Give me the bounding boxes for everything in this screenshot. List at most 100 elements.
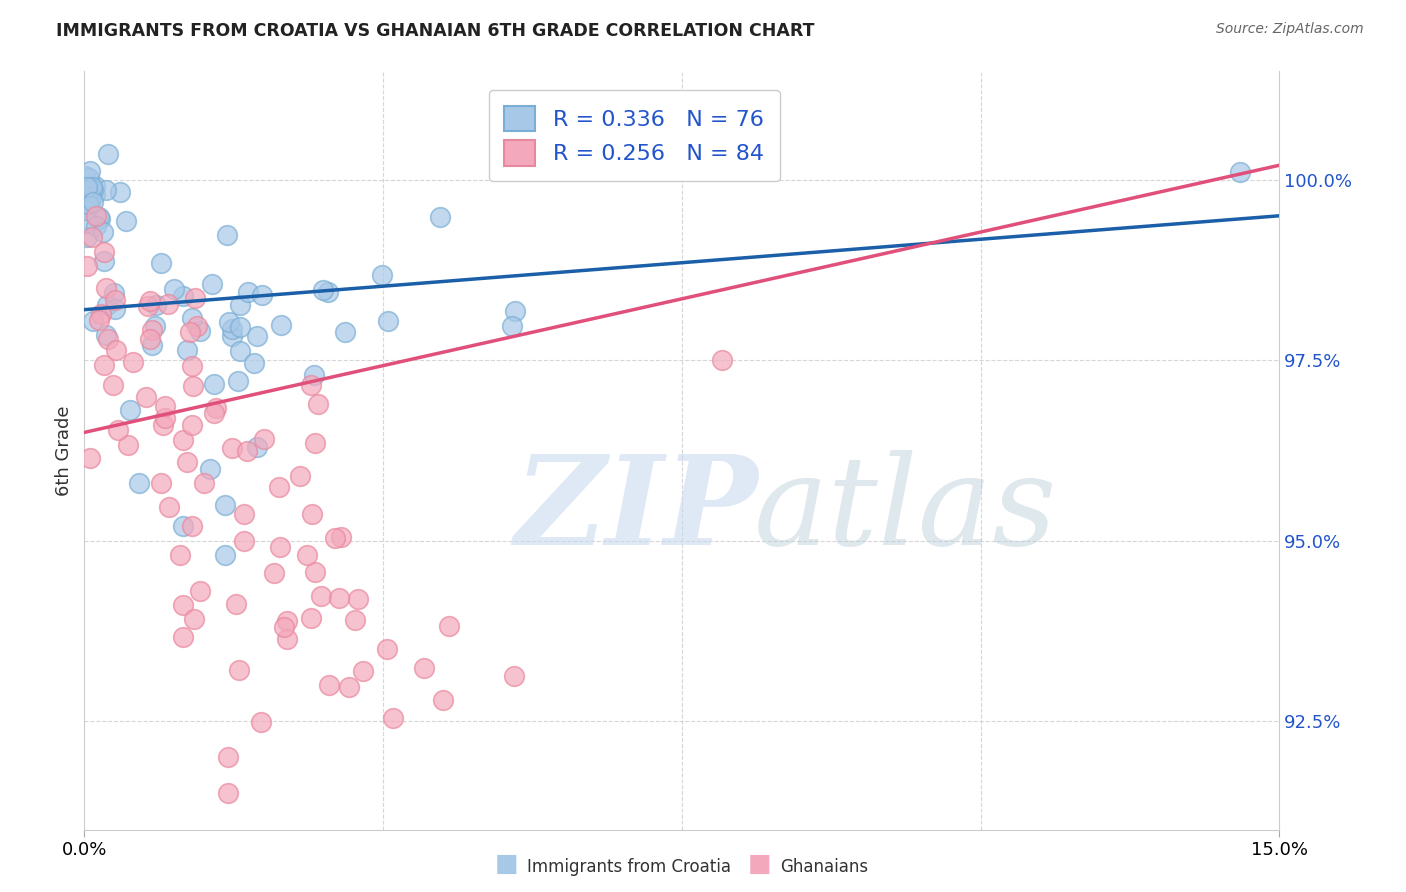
Point [432,692,454,706]
Point [172,630,194,644]
Point [153,411,176,425]
Text: atlas: atlas [754,450,1057,572]
Point [217,227,239,242]
Point [103,293,125,307]
Point [273,620,295,634]
Point [299,377,322,392]
Point [270,318,292,332]
Point [1229,165,1251,179]
Point [97,332,120,346]
Point [122,354,145,368]
Point [214,498,236,512]
Point [503,669,526,683]
Point [155,399,177,413]
Point [243,357,266,371]
Point [205,401,228,415]
Point [193,475,215,490]
Point [183,612,205,626]
Point [179,325,201,339]
Point [214,548,236,562]
Point [82,183,104,197]
Point [181,379,204,393]
Point [181,359,204,374]
Point [299,611,322,625]
Point [87,210,110,224]
Point [337,680,360,694]
Point [276,615,298,629]
Point [333,326,356,340]
Point [371,268,394,282]
Point [152,417,174,432]
Point [186,318,208,333]
Point [501,318,523,333]
Point [304,436,326,450]
Point [79,199,101,213]
Point [226,374,249,388]
Point [232,533,254,548]
Point [77,194,100,208]
Text: ZIP: ZIP [515,450,758,572]
Point [276,632,298,646]
Point [217,750,239,764]
Point [141,323,163,337]
Point [176,455,198,469]
Point [76,229,98,244]
Point [263,566,285,581]
Point [181,519,204,533]
Point [188,324,211,338]
Point [96,298,118,312]
Point [375,642,398,657]
Point [429,211,451,225]
Point [311,589,333,603]
Point [202,376,225,391]
Point [301,507,323,521]
Point [352,664,374,678]
Point [343,613,366,627]
Point [302,368,325,382]
Point [93,253,115,268]
Point [181,310,204,325]
Point [107,423,129,437]
Point [76,180,98,194]
Point [97,147,120,161]
Point [75,200,97,214]
Point [218,314,240,328]
Point [90,307,112,321]
Point [297,548,319,562]
Point [169,548,191,562]
Point [229,320,252,334]
Point [135,390,157,404]
Point [128,475,150,490]
Point [198,461,221,475]
Point [269,540,291,554]
Point [87,313,110,327]
Point [105,343,128,358]
Point [82,195,104,210]
Point [103,378,125,392]
Point [96,328,118,343]
Point [79,450,101,465]
Point [104,302,127,317]
Point [149,256,172,270]
Point [75,194,97,208]
Point [117,438,139,452]
Point [503,304,526,318]
Point [172,289,194,303]
Point [91,225,114,239]
Point [80,230,103,244]
Point [89,212,111,227]
Point [347,592,370,607]
Point [82,314,104,328]
Point [246,440,269,454]
Point [323,531,346,545]
Point [316,285,339,299]
Point [96,281,118,295]
Point [84,187,107,202]
Text: ■: ■ [748,852,770,876]
Point [120,403,142,417]
Point [228,663,250,677]
Point [233,508,256,522]
Point [84,219,107,234]
Point [75,202,97,217]
Point [221,441,243,455]
